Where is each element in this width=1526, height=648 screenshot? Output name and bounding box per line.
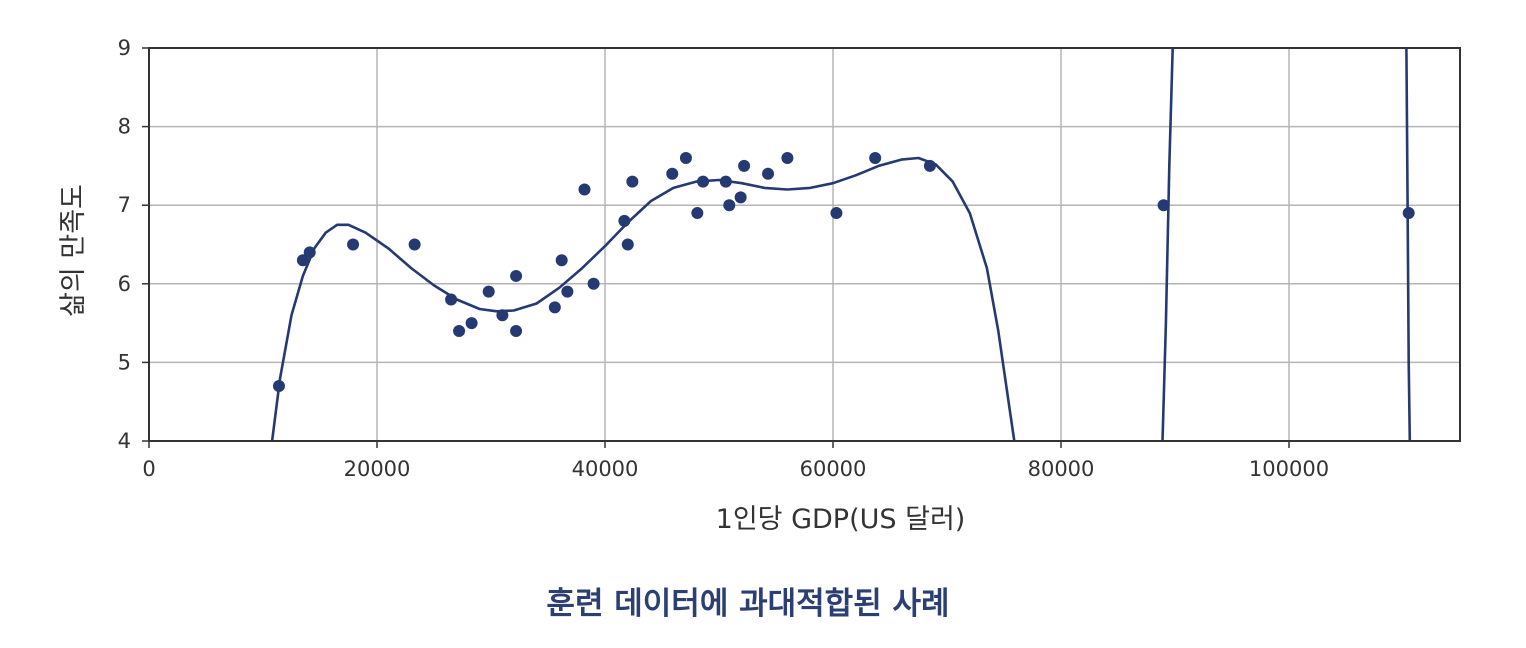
data-point <box>830 207 843 220</box>
x-tick-label: 0 <box>142 457 155 481</box>
x-axis-label: 1인당 GDP(US 달러) <box>716 504 966 535</box>
figure-caption: 훈련 데이터에 과대적합된 사례 <box>546 586 950 622</box>
data-point <box>482 285 495 298</box>
data-point <box>510 269 523 282</box>
x-tick-label: 20000 <box>344 457 411 481</box>
x-axis-ticks: 0 20000 40000 60000 80000 100000 <box>142 441 1329 481</box>
data-point <box>691 207 704 220</box>
data-point <box>719 175 732 188</box>
data-point <box>679 152 692 165</box>
data-point <box>465 317 478 330</box>
data-point <box>510 324 523 337</box>
fit-curve-line <box>1161 48 1174 441</box>
data-point <box>408 238 421 251</box>
data-point <box>445 293 458 306</box>
x-tick-label: 100000 <box>1249 457 1329 481</box>
chart-area: 0 20000 40000 60000 80000 100000 4 5 6 7 8 9 1인당 G… <box>58 36 1461 535</box>
data-point <box>869 152 882 165</box>
data-point <box>697 175 710 188</box>
y-tick-label: 4 <box>118 429 131 453</box>
data-point <box>453 324 466 337</box>
data-point <box>762 167 775 180</box>
x-tick-label: 40000 <box>572 457 639 481</box>
data-point <box>618 214 631 227</box>
data-point <box>555 254 568 267</box>
data-point <box>923 159 936 172</box>
fit-curves <box>270 48 1412 441</box>
fit-curve-line <box>270 156 1016 441</box>
data-point <box>272 379 285 392</box>
data-point <box>1402 207 1415 220</box>
data-point <box>626 175 639 188</box>
data-point <box>296 254 309 267</box>
data-point <box>781 152 794 165</box>
plot-frame <box>148 47 1461 442</box>
data-point <box>723 199 736 212</box>
data-point <box>561 285 574 298</box>
data-point <box>303 246 316 259</box>
data-points <box>272 152 1415 392</box>
grid-lines <box>148 47 1460 442</box>
data-point <box>587 277 600 290</box>
x-tick-label: 80000 <box>1028 457 1095 481</box>
data-point <box>347 238 360 251</box>
data-point <box>621 238 634 251</box>
y-tick-label: 8 <box>118 115 131 139</box>
data-point <box>734 191 747 204</box>
data-point <box>548 301 561 314</box>
data-point <box>578 183 591 196</box>
x-tick-label: 60000 <box>800 457 867 481</box>
y-tick-label: 5 <box>118 350 131 374</box>
data-point <box>1157 199 1170 212</box>
y-tick-label: 7 <box>118 193 131 217</box>
data-point <box>738 159 751 172</box>
data-point <box>666 167 679 180</box>
data-point <box>496 309 509 322</box>
fit-curve-line <box>1405 48 1412 441</box>
y-tick-label: 9 <box>118 36 131 60</box>
y-axis-ticks: 4 5 6 7 8 9 <box>118 36 149 453</box>
y-axis-label: 삶의 만족도 <box>58 184 89 317</box>
y-tick-label: 6 <box>118 272 131 296</box>
